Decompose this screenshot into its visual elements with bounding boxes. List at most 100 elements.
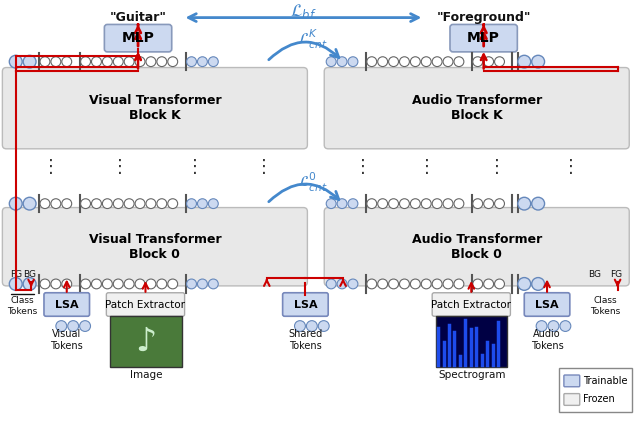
- Circle shape: [124, 57, 134, 67]
- Circle shape: [23, 278, 36, 290]
- Circle shape: [102, 279, 112, 289]
- Circle shape: [367, 199, 377, 209]
- Bar: [436, 316, 508, 367]
- Circle shape: [146, 57, 156, 67]
- FancyBboxPatch shape: [104, 24, 172, 52]
- Circle shape: [40, 57, 50, 67]
- FancyBboxPatch shape: [324, 208, 629, 286]
- Circle shape: [157, 199, 167, 209]
- Circle shape: [399, 57, 410, 67]
- Circle shape: [198, 279, 207, 289]
- Text: MLP: MLP: [122, 31, 154, 45]
- FancyBboxPatch shape: [106, 293, 184, 316]
- Circle shape: [454, 57, 464, 67]
- Circle shape: [443, 279, 453, 289]
- Circle shape: [56, 320, 67, 332]
- Circle shape: [168, 57, 178, 67]
- Circle shape: [326, 57, 336, 67]
- Circle shape: [146, 199, 156, 209]
- Text: Patch Extractor: Patch Extractor: [106, 300, 186, 309]
- Text: "Foreground": "Foreground": [436, 11, 531, 24]
- FancyBboxPatch shape: [564, 375, 580, 387]
- Circle shape: [432, 279, 442, 289]
- Circle shape: [198, 57, 207, 67]
- Circle shape: [23, 197, 36, 210]
- Circle shape: [209, 199, 218, 209]
- Text: BG: BG: [23, 270, 36, 279]
- Circle shape: [484, 279, 493, 289]
- Circle shape: [40, 279, 50, 289]
- Circle shape: [92, 57, 101, 67]
- Text: ⋮: ⋮: [418, 158, 436, 176]
- Text: Class
Tokens: Class Tokens: [8, 296, 38, 316]
- Circle shape: [378, 279, 388, 289]
- Text: Visual Transformer
Block K: Visual Transformer Block K: [88, 94, 221, 122]
- Circle shape: [348, 57, 358, 67]
- Circle shape: [81, 279, 90, 289]
- Circle shape: [62, 279, 72, 289]
- FancyBboxPatch shape: [324, 68, 629, 149]
- Text: $\mathcal{L}_{cnt}^{0}$: $\mathcal{L}_{cnt}^{0}$: [298, 171, 328, 194]
- Circle shape: [495, 199, 504, 209]
- Circle shape: [337, 279, 347, 289]
- Text: LSA: LSA: [294, 300, 317, 309]
- Circle shape: [443, 57, 453, 67]
- Circle shape: [410, 57, 420, 67]
- Circle shape: [209, 279, 218, 289]
- Circle shape: [532, 55, 545, 68]
- Circle shape: [81, 199, 90, 209]
- Circle shape: [421, 57, 431, 67]
- Text: Audio
Tokens: Audio Tokens: [531, 329, 563, 351]
- Text: ⋮: ⋮: [562, 158, 580, 176]
- Text: "Guitar": "Guitar": [109, 11, 166, 24]
- Text: ⋮: ⋮: [488, 158, 506, 176]
- Text: Audio Transformer
Block K: Audio Transformer Block K: [412, 94, 542, 122]
- Circle shape: [388, 57, 399, 67]
- Circle shape: [135, 199, 145, 209]
- Circle shape: [135, 57, 145, 67]
- Circle shape: [473, 279, 483, 289]
- Circle shape: [92, 279, 101, 289]
- Circle shape: [157, 279, 167, 289]
- Circle shape: [168, 279, 178, 289]
- Text: FG: FG: [10, 270, 22, 279]
- Circle shape: [443, 199, 453, 209]
- Circle shape: [484, 199, 493, 209]
- Circle shape: [187, 199, 196, 209]
- Circle shape: [536, 320, 547, 332]
- Text: Patch Extractor: Patch Extractor: [431, 300, 511, 309]
- Text: ⋮: ⋮: [186, 158, 204, 176]
- Text: Class
Tokens: Class Tokens: [590, 296, 621, 316]
- Circle shape: [23, 55, 36, 68]
- Circle shape: [40, 199, 50, 209]
- Circle shape: [399, 279, 410, 289]
- Circle shape: [432, 199, 442, 209]
- Circle shape: [318, 320, 329, 332]
- Circle shape: [367, 57, 377, 67]
- Text: ⋮: ⋮: [354, 158, 372, 176]
- Circle shape: [10, 55, 22, 68]
- Text: Spectrogram: Spectrogram: [438, 370, 506, 380]
- Circle shape: [388, 279, 399, 289]
- Circle shape: [51, 199, 61, 209]
- Text: Frozen: Frozen: [582, 395, 614, 404]
- Circle shape: [388, 199, 399, 209]
- Circle shape: [518, 278, 531, 290]
- Circle shape: [454, 279, 464, 289]
- Circle shape: [348, 199, 358, 209]
- FancyBboxPatch shape: [283, 293, 328, 316]
- Circle shape: [62, 57, 72, 67]
- Circle shape: [454, 199, 464, 209]
- Circle shape: [62, 199, 72, 209]
- Text: Visual Transformer
Block 0: Visual Transformer Block 0: [88, 233, 221, 261]
- Text: $\mathcal{L}_{bf}$: $\mathcal{L}_{bf}$: [290, 2, 317, 21]
- Circle shape: [348, 279, 358, 289]
- Circle shape: [51, 57, 61, 67]
- Circle shape: [68, 320, 79, 332]
- Circle shape: [79, 320, 90, 332]
- Text: Trainable: Trainable: [582, 376, 627, 386]
- Circle shape: [294, 320, 305, 332]
- Circle shape: [399, 199, 410, 209]
- Circle shape: [518, 197, 531, 210]
- Circle shape: [484, 57, 493, 67]
